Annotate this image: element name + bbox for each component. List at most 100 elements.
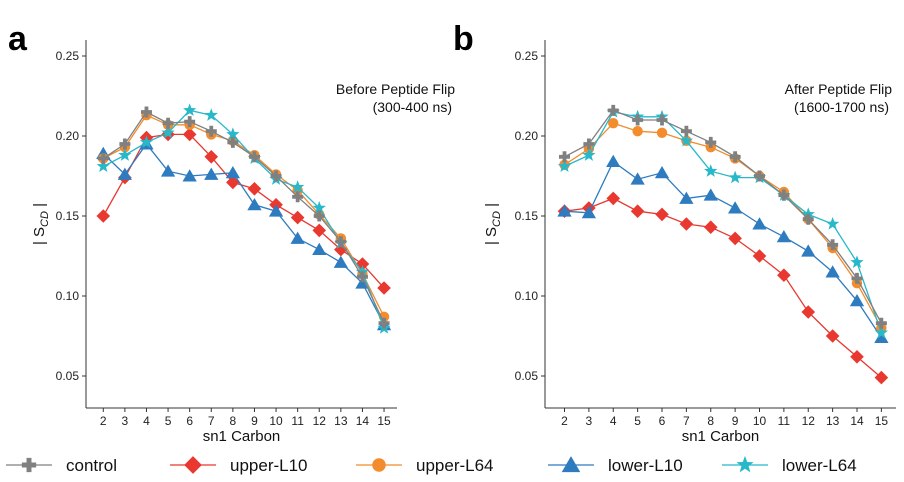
- data-point-control: [827, 239, 839, 251]
- data-point-control: [607, 104, 619, 116]
- data-point-upper-L10: [679, 217, 694, 231]
- data-point-lower-L10: [606, 154, 621, 168]
- data-point-lower-L10: [654, 166, 670, 179]
- series-lower-L10: [96, 137, 392, 331]
- data-point-lower-L10: [874, 330, 889, 344]
- data-point-lower-L64: [557, 159, 572, 173]
- x-tick-label: 3: [586, 414, 593, 428]
- data-point-control: [680, 125, 692, 137]
- data-point-control: [313, 210, 325, 222]
- data-point-lower-L10: [752, 217, 767, 230]
- data-point-control: [875, 317, 887, 329]
- triangle-icon: [561, 456, 581, 473]
- x-tick-label: 3: [122, 414, 129, 428]
- y-axis-title-pre: | S: [31, 227, 48, 245]
- data-point-lower-L10: [849, 294, 865, 307]
- data-point-upper-L10: [777, 268, 791, 282]
- data-point-control: [378, 317, 390, 329]
- data-point-control: [705, 136, 717, 148]
- y-axis-title-pre: | S: [483, 227, 500, 245]
- x-tick-label: 9: [251, 414, 258, 428]
- y-tick-label: 0.15: [56, 209, 80, 223]
- legend-item-control: control: [6, 456, 117, 475]
- y-axis-title-sub: CD: [491, 211, 503, 227]
- data-point-lower-L64: [204, 108, 218, 121]
- y-tick-label: 0.20: [515, 129, 539, 143]
- data-point-upper-L10: [630, 204, 645, 218]
- x-tick-label: 10: [753, 414, 767, 428]
- data-point-lower-L64: [118, 148, 132, 161]
- data-point-lower-L64: [582, 148, 596, 161]
- data-point-upper-L64: [378, 311, 390, 322]
- x-tick-label: 11: [291, 414, 304, 428]
- y-axis-title-post: |: [31, 203, 48, 211]
- data-point-upper-L64: [632, 126, 643, 137]
- data-point-lower-L10: [630, 172, 645, 185]
- data-point-lower-L10: [182, 169, 197, 182]
- x-tick-label: 6: [659, 414, 666, 428]
- x-tick-label: 8: [707, 414, 714, 428]
- data-point-lower-L64: [139, 135, 154, 149]
- series-lower-L64: [557, 105, 889, 339]
- data-point-lower-L10: [679, 191, 694, 204]
- data-point-lower-L10: [727, 201, 743, 214]
- data-point-lower-L64: [291, 180, 305, 193]
- x-tick-label: 4: [143, 414, 150, 428]
- data-point-lower-L10: [268, 204, 284, 217]
- star-icon: [736, 455, 754, 473]
- data-point-lower-L64: [850, 255, 864, 269]
- x-tick-label: 7: [683, 414, 690, 428]
- data-point-lower-L64: [226, 127, 240, 141]
- data-point-control: [356, 271, 368, 283]
- annotation-line-2: (300-400 ns): [373, 99, 452, 115]
- series-line-control: [564, 109, 882, 324]
- y-axis-title: | SCD |: [483, 203, 503, 245]
- x-tick-label: 14: [850, 414, 864, 428]
- data-point-control: [248, 151, 260, 163]
- data-point-lower-L64: [825, 217, 840, 230]
- y-tick-label: 0.25: [56, 49, 80, 63]
- x-tick-label: 5: [634, 414, 641, 428]
- data-point-upper-L10: [204, 150, 219, 164]
- data-point-lower-L64: [312, 201, 326, 214]
- data-point-control: [97, 152, 109, 164]
- data-point-lower-L64: [96, 159, 110, 173]
- data-point-upper-L10: [96, 209, 111, 223]
- x-tick-label: 10: [269, 414, 283, 428]
- data-point-upper-L10: [247, 182, 262, 196]
- data-point-upper-L10: [182, 127, 197, 142]
- x-axis-title: sn1 Carbon: [203, 428, 281, 445]
- chart-panel-a: a 0.05 0.10 0.15 0.20 0.25 2 3 4 5 6 7 8 9 10 11 12 13 14 1…: [8, 20, 455, 445]
- y-tick-label: 0.05: [56, 369, 80, 383]
- data-point-upper-L10: [752, 249, 767, 263]
- x-tick-label: 12: [802, 414, 816, 428]
- data-point-lower-L10: [776, 230, 792, 243]
- series-lower-L10: [557, 154, 889, 344]
- series-upper-L64: [98, 110, 390, 322]
- data-point-upper-L10: [606, 191, 621, 206]
- plus-icon: [21, 457, 37, 473]
- data-point-upper-L64: [608, 118, 619, 129]
- data-point-upper-L10: [655, 207, 669, 222]
- data-point-lower-L64: [874, 325, 889, 339]
- y-tick-label: 0.10: [515, 289, 539, 303]
- y-axis-title-sub: CD: [39, 211, 51, 227]
- x-axis-title: sn1 Carbon: [682, 428, 760, 445]
- data-point-control: [851, 272, 863, 284]
- x-tick-label: 6: [186, 414, 193, 428]
- data-point-upper-L10: [334, 242, 348, 257]
- x-tick-label: 12: [313, 414, 327, 428]
- x-tick-label: 15: [377, 414, 391, 428]
- y-tick-label: 0.05: [515, 369, 539, 383]
- data-point-control: [270, 170, 282, 182]
- diamond-icon: [184, 456, 202, 474]
- data-point-lower-L10: [160, 164, 176, 177]
- data-point-lower-L64: [679, 133, 694, 147]
- data-point-lower-L10: [312, 242, 327, 256]
- x-tick-label: 5: [165, 414, 172, 428]
- data-point-lower-L10: [117, 167, 133, 180]
- data-point-lower-L10: [204, 167, 219, 180]
- y-tick-label: 0.20: [56, 129, 80, 143]
- data-point-upper-L10: [728, 231, 742, 246]
